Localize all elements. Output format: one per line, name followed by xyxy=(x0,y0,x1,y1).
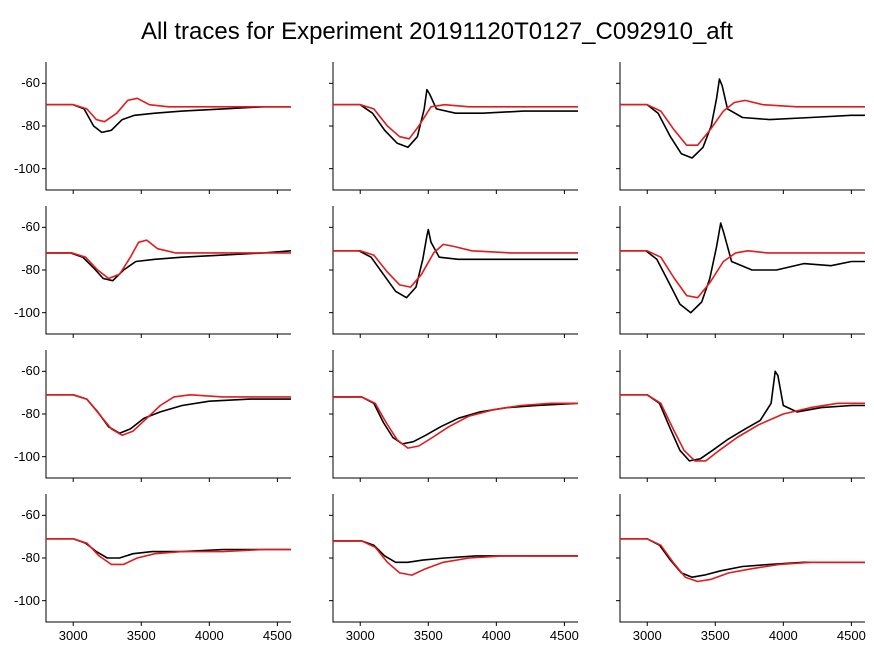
xtick-label: 4000 xyxy=(471,628,521,643)
ytick-label: -100 xyxy=(2,593,40,608)
ytick-label: -80 xyxy=(2,550,40,565)
subplot-3-1 xyxy=(333,494,578,622)
trace-black xyxy=(46,105,291,133)
trace-red xyxy=(46,98,291,121)
subplot-2-0 xyxy=(46,350,291,478)
subplot-0-1 xyxy=(333,62,578,190)
trace-black xyxy=(620,223,865,313)
ytick-label: -100 xyxy=(2,305,40,320)
trace-black xyxy=(620,539,865,577)
xtick-label: 3000 xyxy=(335,628,385,643)
chart-title: All traces for Experiment 20191120T0127_… xyxy=(0,0,874,52)
ytick-label: -80 xyxy=(2,118,40,133)
ytick-label: -60 xyxy=(2,75,40,90)
subplot-2-1 xyxy=(333,350,578,478)
subplot-1-2 xyxy=(620,206,865,334)
subplot-3-0 xyxy=(46,494,291,622)
xtick-label: 3000 xyxy=(48,628,98,643)
ytick-label: -60 xyxy=(2,363,40,378)
trace-black xyxy=(46,251,291,281)
subplot-2-2 xyxy=(620,350,865,478)
trace-red xyxy=(333,105,578,139)
ytick-label: -60 xyxy=(2,507,40,522)
trace-black xyxy=(333,230,578,298)
trace-red xyxy=(333,397,578,448)
xtick-label: 4500 xyxy=(826,628,874,643)
xtick-label: 4000 xyxy=(758,628,808,643)
ytick-label: -100 xyxy=(2,449,40,464)
trace-red xyxy=(620,395,865,461)
ytick-label: -80 xyxy=(2,262,40,277)
trace-red xyxy=(333,244,578,287)
xtick-label: 4500 xyxy=(252,628,302,643)
trace-red xyxy=(46,240,291,278)
trace-black xyxy=(333,90,578,148)
subplot-1-1 xyxy=(333,206,578,334)
trace-black xyxy=(620,371,865,461)
subplot-3-2 xyxy=(620,494,865,622)
ytick-label: -80 xyxy=(2,406,40,421)
trace-red xyxy=(620,251,865,298)
ytick-label: -100 xyxy=(2,161,40,176)
subplot-0-2 xyxy=(620,62,865,190)
xtick-label: 3500 xyxy=(403,628,453,643)
xtick-label: 4500 xyxy=(539,628,589,643)
xtick-label: 3000 xyxy=(622,628,672,643)
xtick-label: 4000 xyxy=(184,628,234,643)
ytick-label: -60 xyxy=(2,219,40,234)
trace-red xyxy=(46,395,291,436)
xtick-label: 3500 xyxy=(116,628,166,643)
xtick-label: 3500 xyxy=(690,628,740,643)
trace-red xyxy=(620,100,865,145)
subplot-1-0 xyxy=(46,206,291,334)
subplot-0-0 xyxy=(46,62,291,190)
trace-black xyxy=(620,79,865,158)
trace-red xyxy=(620,539,865,582)
